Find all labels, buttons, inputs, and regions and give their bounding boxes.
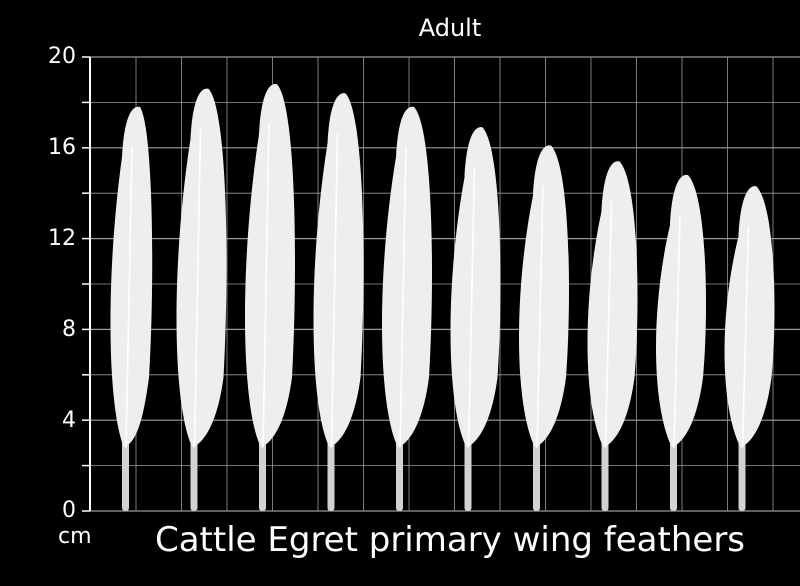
feather-quill <box>190 427 198 511</box>
feather-rachis <box>125 146 133 448</box>
feather-quill <box>259 427 266 511</box>
y-tick-16: 16 <box>48 135 76 160</box>
feather-rachis <box>330 133 339 448</box>
feather <box>450 127 501 511</box>
feather-vane <box>313 93 364 448</box>
caption: Cattle Egret primary wing feathers <box>154 520 746 560</box>
feather-rachis <box>536 185 544 448</box>
feather <box>381 106 433 511</box>
feather <box>110 106 153 511</box>
y-tick-8: 8 <box>62 317 76 342</box>
unit-label: cm <box>58 524 92 549</box>
feather-quill <box>533 427 540 511</box>
feather <box>587 161 638 511</box>
feather-vane <box>244 84 296 448</box>
feather-rachis <box>399 146 407 448</box>
feather <box>655 174 707 511</box>
feather-rachis <box>193 128 202 448</box>
feather-rachis <box>741 226 750 448</box>
feather-quill <box>670 427 677 511</box>
feather-vane <box>110 106 153 448</box>
feather-vane <box>518 145 570 448</box>
feather-vane <box>724 186 775 448</box>
y-tick-4: 4 <box>62 408 76 433</box>
y-tick-0: 0 <box>62 498 76 523</box>
feather <box>724 186 775 511</box>
feather-quill <box>327 427 335 511</box>
feather <box>244 84 296 511</box>
feather-rachis <box>673 215 681 448</box>
feather <box>176 88 227 511</box>
feather-vane <box>655 174 707 448</box>
y-tick-20: 20 <box>48 44 76 69</box>
feather-vane <box>176 88 227 448</box>
feather-vane <box>381 106 433 448</box>
feather <box>518 145 570 511</box>
feather-vane <box>587 161 638 448</box>
feather-quill <box>738 427 746 511</box>
feather-vane <box>450 127 501 448</box>
feather-rachis <box>262 124 270 448</box>
feather <box>313 93 364 511</box>
y-tick-12: 12 <box>48 226 76 251</box>
feather-quill <box>464 427 472 511</box>
feather-quill <box>396 427 403 511</box>
feather-quill <box>122 427 129 511</box>
feather-rachis <box>467 167 476 448</box>
feather-rachis <box>604 201 613 448</box>
title-label: Adult <box>418 14 482 42</box>
feather-quill <box>601 427 609 511</box>
feather-row <box>110 84 775 511</box>
